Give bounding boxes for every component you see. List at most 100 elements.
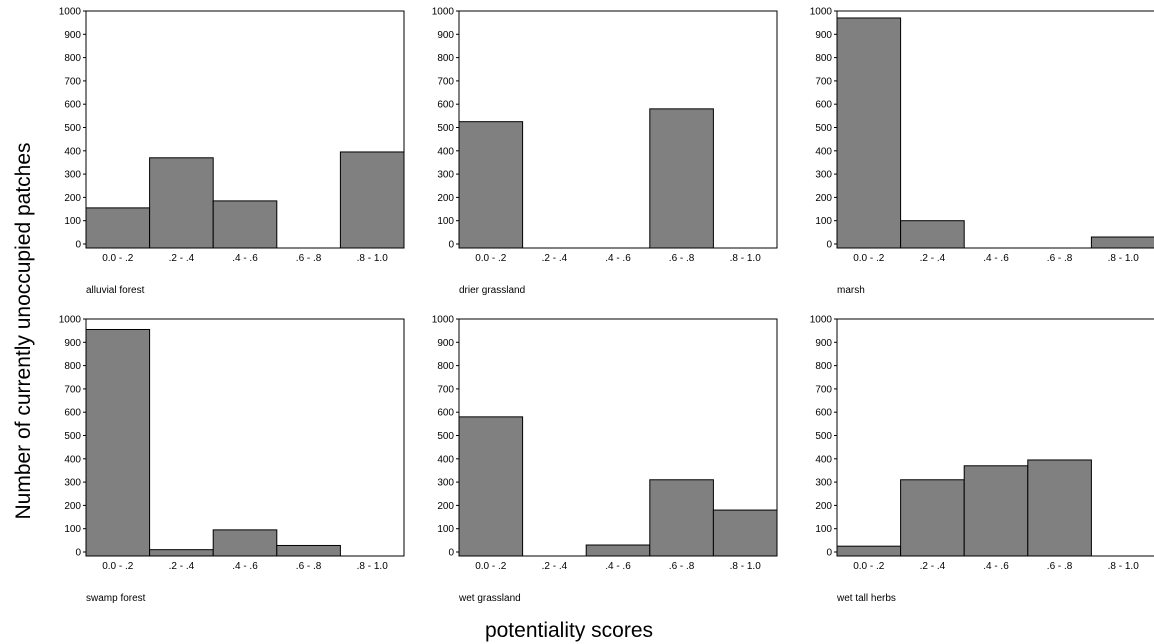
bar — [649, 479, 714, 557]
y-tick-label: 1000 — [810, 7, 833, 18]
y-tick-label: 800 — [815, 53, 832, 64]
y-tick-label: 600 — [64, 100, 81, 111]
bar — [1027, 459, 1092, 557]
y-tick-label: 500 — [437, 431, 454, 442]
x-tick-label: .2 - .4 — [542, 253, 568, 264]
y-tick-label: 0 — [75, 240, 81, 251]
x-tick-label: .2 - .4 — [169, 561, 195, 572]
y-tick-label: 600 — [437, 100, 454, 111]
plot-frame — [85, 10, 405, 249]
panel-wet-tall-herbs: 0 100 200 300 400 500 600 700 800 900 1000 0.0 - .2… — [810, 315, 1154, 604]
y-tick-label: 600 — [815, 100, 832, 111]
y-tick-label: 900 — [437, 338, 454, 349]
x-tick-label: .4 - .6 — [983, 561, 1009, 572]
panel-drier-grassland: 0 100 200 300 400 500 600 700 800 900 1000 0.0 - .2… — [432, 7, 778, 296]
y-tick-label: 800 — [64, 53, 81, 64]
x-tick-label: 0.0 - .2 — [853, 253, 885, 264]
y-tick-label: 200 — [437, 193, 454, 204]
bar — [900, 479, 965, 557]
y-tick-label: 0 — [448, 240, 454, 251]
y-tick-label: 100 — [437, 216, 454, 227]
y-tick-label: 200 — [437, 501, 454, 512]
y-tick-label: 800 — [815, 361, 832, 372]
y-tick-label: 1000 — [432, 7, 455, 18]
y-tick-label: 100 — [815, 216, 832, 227]
bar — [836, 17, 902, 249]
y-tick-label: 900 — [437, 30, 454, 41]
plot-frame — [458, 318, 778, 557]
y-tick-label: 700 — [437, 76, 454, 87]
x-tick-label: .8 - 1.0 — [357, 253, 389, 264]
y-tick-label: 200 — [64, 501, 81, 512]
y-tick-label: 700 — [64, 76, 81, 87]
y-tick-label: 900 — [815, 338, 832, 349]
y-tick-label: 700 — [815, 384, 832, 395]
panel-swamp-forest: 0 100 200 300 400 500 600 700 800 900 1000 0.0 - .2… — [59, 315, 405, 604]
x-tick-label: .4 - .6 — [232, 561, 258, 572]
bar — [900, 220, 965, 249]
y-tick-label: 600 — [815, 408, 832, 419]
x-tick-label: .4 - .6 — [605, 561, 631, 572]
y-tick-label: 1000 — [432, 315, 455, 326]
bar — [1090, 236, 1154, 249]
x-tick-label: .8 - 1.0 — [357, 561, 389, 572]
y-tick-label: 0 — [826, 240, 832, 251]
x-tick-label: .6 - .8 — [669, 253, 695, 264]
y-tick-label: 1000 — [59, 7, 82, 18]
x-tick-label: .2 - .4 — [169, 253, 195, 264]
bar — [458, 416, 524, 557]
y-tick-label: 100 — [437, 524, 454, 535]
x-tick-label: .8 - 1.0 — [1108, 561, 1140, 572]
x-tick-label: .8 - 1.0 — [1108, 253, 1140, 264]
x-tick-label: .6 - .8 — [296, 561, 322, 572]
bar — [212, 529, 278, 557]
y-tick-label: 500 — [437, 123, 454, 134]
y-tick-label: 200 — [815, 501, 832, 512]
y-tick-label: 800 — [64, 361, 81, 372]
panel-wet-grassland: 0 100 200 300 400 500 600 700 800 900 1000 0.0 - .2… — [432, 315, 778, 604]
x-tick-label: .6 - .8 — [1047, 561, 1073, 572]
plot-frame — [85, 318, 405, 557]
y-tick-label: 100 — [815, 524, 832, 535]
y-tick-label: 300 — [437, 478, 454, 489]
y-tick-label: 900 — [815, 30, 832, 41]
x-tick-label: .2 - .4 — [920, 253, 946, 264]
y-tick-label: 700 — [437, 384, 454, 395]
y-tick-label: 500 — [815, 123, 832, 134]
x-tick-label: .4 - .6 — [605, 253, 631, 264]
panel-label: marsh — [837, 285, 865, 296]
x-tick-label: .8 - 1.0 — [730, 561, 762, 572]
y-tick-label: 700 — [64, 384, 81, 395]
y-tick-label: 600 — [437, 408, 454, 419]
y-tick-label: 900 — [64, 338, 81, 349]
y-tick-label: 200 — [64, 193, 81, 204]
y-tick-label: 900 — [64, 30, 81, 41]
bar — [836, 545, 902, 557]
x-tick-label: 0.0 - .2 — [102, 253, 134, 264]
bar — [585, 544, 651, 557]
y-tick-label: 0 — [826, 548, 832, 559]
x-tick-label: 0.0 - .2 — [102, 561, 134, 572]
x-tick-label: .6 - .8 — [669, 561, 695, 572]
y-tick-label: 300 — [815, 478, 832, 489]
y-tick-label: 400 — [437, 146, 454, 157]
bar — [339, 151, 405, 249]
y-tick-label: 300 — [64, 478, 81, 489]
plot-frame — [836, 10, 1154, 249]
bar — [963, 465, 1029, 557]
x-tick-label: .6 - .8 — [1047, 253, 1073, 264]
bar — [649, 108, 714, 249]
bar — [712, 509, 778, 557]
y-tick-label: 500 — [64, 431, 81, 442]
y-tick-label: 700 — [815, 76, 832, 87]
x-tick-label: .2 - .4 — [920, 561, 946, 572]
x-tick-label: .6 - .8 — [296, 253, 322, 264]
y-tick-label: 500 — [64, 123, 81, 134]
bar — [212, 200, 278, 249]
x-tick-label: 0.0 - .2 — [853, 561, 885, 572]
y-tick-label: 100 — [64, 524, 81, 535]
panel-label: wet tall herbs — [836, 593, 896, 604]
bar — [458, 121, 524, 249]
y-tick-label: 400 — [64, 146, 81, 157]
